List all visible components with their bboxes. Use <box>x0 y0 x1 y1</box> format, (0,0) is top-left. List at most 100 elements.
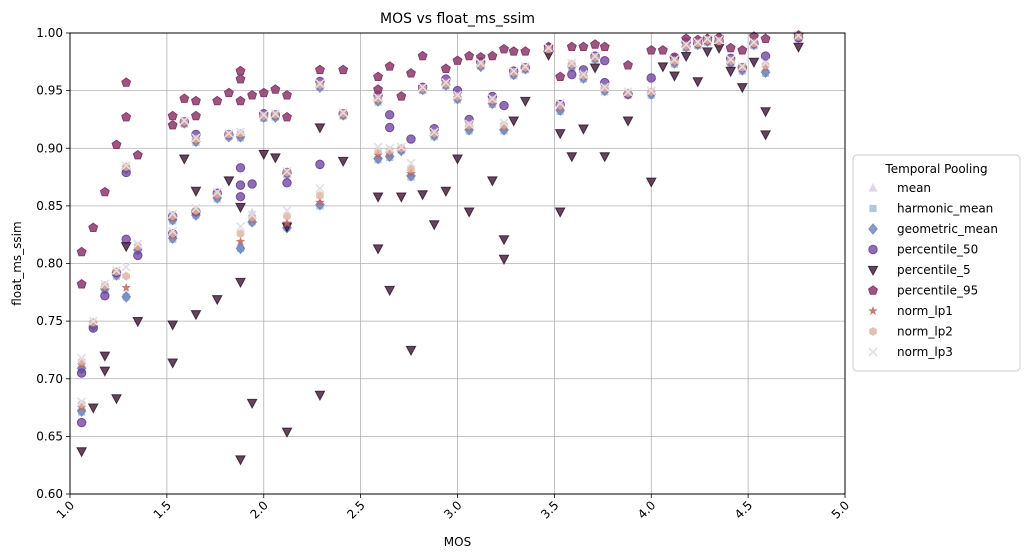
data-point <box>519 96 531 108</box>
data-point <box>725 42 736 53</box>
data-point <box>88 316 98 326</box>
data-point <box>111 394 122 405</box>
data-point <box>760 130 771 141</box>
data-point <box>235 180 246 190</box>
data-point <box>120 242 132 253</box>
legend-marker-diamond <box>868 223 878 235</box>
legend-item: norm_lp3 <box>868 345 953 359</box>
data-point <box>87 403 99 414</box>
data-point <box>76 368 87 378</box>
data-point <box>235 222 246 232</box>
data-point <box>247 179 257 189</box>
data-point <box>235 242 246 255</box>
data-point <box>498 235 510 246</box>
data-point <box>236 229 245 238</box>
y-axis: 0.60 0.65 0.70 0.75 0.80 0.85 0.90 0.95 1.00 <box>36 26 70 501</box>
legend-label: norm_lp1 <box>897 304 953 318</box>
data-point <box>179 116 189 126</box>
data-point <box>680 51 692 63</box>
data-point <box>748 57 760 68</box>
data-point <box>121 160 131 171</box>
plot-area <box>69 30 846 495</box>
data-point <box>111 265 122 275</box>
data-point <box>590 51 600 61</box>
data-point <box>235 236 246 246</box>
data-point <box>520 46 531 56</box>
data-point <box>395 192 407 203</box>
data-point <box>315 184 325 194</box>
y-tick-label: 1.00 <box>36 26 63 40</box>
data-point <box>793 42 804 53</box>
data-point <box>737 45 748 55</box>
legend-title: Temporal Pooling <box>884 162 987 176</box>
data-point <box>235 191 246 202</box>
data-point <box>384 110 395 120</box>
data-point <box>246 398 258 410</box>
data-point <box>179 93 190 103</box>
data-point <box>372 244 384 255</box>
y-tick-label: 0.60 <box>36 487 63 501</box>
data-point <box>405 345 417 357</box>
y-tick-label: 0.95 <box>36 84 63 98</box>
data-point <box>247 90 258 100</box>
data-point <box>247 207 257 217</box>
data-point <box>283 211 291 221</box>
data-point <box>99 366 111 377</box>
data-point <box>486 176 498 187</box>
chart-title: MOS vs float_ms_ssim <box>380 11 535 27</box>
data-point <box>554 207 566 218</box>
data-point <box>396 142 406 152</box>
data-point <box>669 71 680 82</box>
data-point <box>122 271 130 281</box>
data-point <box>646 86 656 96</box>
legend-item: geometric_mean <box>868 222 998 236</box>
data-point <box>760 33 771 43</box>
data-point <box>578 41 589 52</box>
legend-item: harmonic_mean <box>869 202 993 216</box>
data-point <box>235 202 246 214</box>
data-point <box>235 73 246 84</box>
data-point <box>566 152 578 163</box>
data-point <box>567 69 577 80</box>
data-point <box>99 351 111 362</box>
y-tick-label: 0.75 <box>36 314 63 328</box>
data-point <box>508 46 519 56</box>
data-point <box>623 87 633 97</box>
data-point <box>599 152 611 163</box>
data-point <box>316 191 324 200</box>
data-point <box>373 142 383 152</box>
legend-label: norm_lp2 <box>897 325 953 339</box>
data-point <box>338 64 349 75</box>
data-point <box>314 64 325 75</box>
data-point <box>702 47 713 58</box>
data-point <box>760 51 771 61</box>
data-point <box>282 218 292 228</box>
data-point <box>578 69 589 80</box>
data-point <box>476 58 486 68</box>
data-point <box>417 190 429 201</box>
data-point <box>373 71 384 82</box>
data-point <box>99 186 110 197</box>
data-point <box>692 77 704 88</box>
data-point <box>100 279 110 289</box>
data-point <box>111 139 122 150</box>
data-point <box>499 43 509 54</box>
data-point <box>657 45 668 55</box>
data-point <box>223 87 234 98</box>
legend-box <box>852 154 1021 372</box>
data-point <box>726 54 736 65</box>
data-point <box>373 92 383 103</box>
data-point <box>167 358 179 369</box>
legend-label: percentile_50 <box>897 243 978 257</box>
data-point <box>760 58 771 68</box>
data-point <box>567 58 577 68</box>
legend-marker-pentagon <box>868 285 878 295</box>
data-point <box>314 390 326 401</box>
data-point <box>681 39 691 50</box>
data-point <box>282 90 292 100</box>
legend-marker-triangle-down <box>867 265 879 277</box>
data-point <box>464 50 475 61</box>
data-point <box>270 109 280 119</box>
data-point <box>373 84 384 94</box>
data-point <box>282 205 292 216</box>
